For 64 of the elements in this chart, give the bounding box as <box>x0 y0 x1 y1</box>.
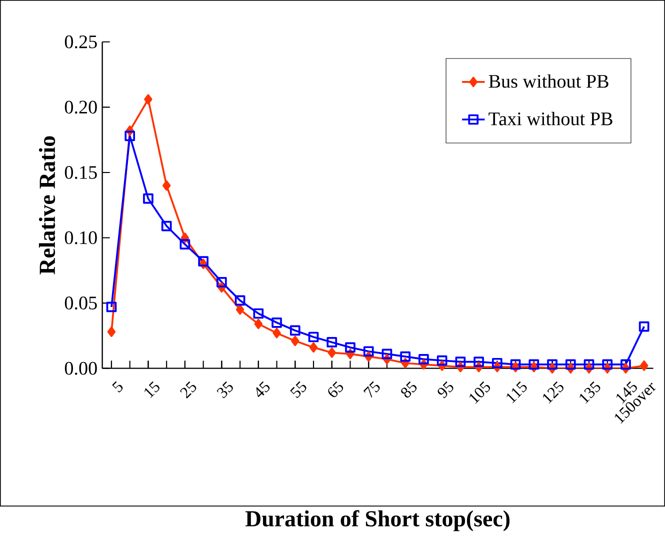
point <box>602 359 613 370</box>
point <box>143 194 154 204</box>
x-tick-label: 45 <box>256 382 270 398</box>
point <box>382 349 392 360</box>
x-tick-label: 65 <box>328 382 344 398</box>
y-axis-title: Relative Ratio <box>38 136 56 275</box>
y-tick-label: 0.10 <box>64 231 97 244</box>
x-axis-title: Duration of Short stop(sec) <box>245 510 510 532</box>
point <box>161 221 172 232</box>
point <box>236 304 244 315</box>
point <box>436 356 448 366</box>
x-tick-label: 25 <box>180 382 196 399</box>
legend-label: Bus without PB <box>488 74 608 88</box>
point <box>124 130 136 142</box>
point <box>455 356 466 368</box>
x-tick-label: 15 <box>144 382 160 398</box>
point <box>290 326 300 336</box>
point <box>198 256 208 267</box>
point <box>565 359 576 370</box>
point <box>308 332 319 342</box>
point <box>254 318 263 330</box>
point <box>144 94 152 105</box>
x-tick-label: 55 <box>290 382 306 398</box>
y-tick-label: 0.00 <box>64 362 97 376</box>
point <box>474 356 484 368</box>
point <box>400 352 411 362</box>
point <box>272 328 281 338</box>
point <box>234 295 246 306</box>
point <box>363 346 374 357</box>
y-tick-label: 0.15 <box>64 166 97 180</box>
x-tick-label: 5 <box>112 382 123 393</box>
point <box>620 359 631 370</box>
point <box>345 342 356 353</box>
point <box>106 302 117 312</box>
y-tick-label: 0.25 <box>64 36 97 49</box>
y-tick-label: 0.20 <box>64 100 97 114</box>
point <box>107 326 116 338</box>
point <box>638 322 650 332</box>
x-tick-label: 125 <box>542 382 564 404</box>
point <box>309 342 318 353</box>
point <box>547 359 558 370</box>
point <box>253 308 264 319</box>
x-tick-label: 85 <box>401 382 417 398</box>
point <box>291 336 300 346</box>
point <box>528 359 540 370</box>
point <box>510 359 521 370</box>
point <box>584 359 594 370</box>
x-tick-label: 115 <box>506 382 527 404</box>
point <box>216 277 227 288</box>
point <box>418 354 429 365</box>
point <box>272 318 282 328</box>
legend-label: Taxi without PB <box>488 112 612 126</box>
x-tick-label: 75 <box>363 382 380 398</box>
point <box>326 337 338 348</box>
point <box>162 180 171 191</box>
y-tick-label: 0.05 <box>64 296 97 310</box>
point <box>180 239 190 250</box>
point <box>640 360 648 372</box>
x-tick-label: 135 <box>580 382 600 404</box>
point <box>492 358 502 369</box>
x-tick-label: 95 <box>438 382 454 398</box>
x-tick-label: 35 <box>216 382 233 398</box>
point <box>328 348 336 358</box>
x-tick-label: 105 <box>470 382 490 404</box>
